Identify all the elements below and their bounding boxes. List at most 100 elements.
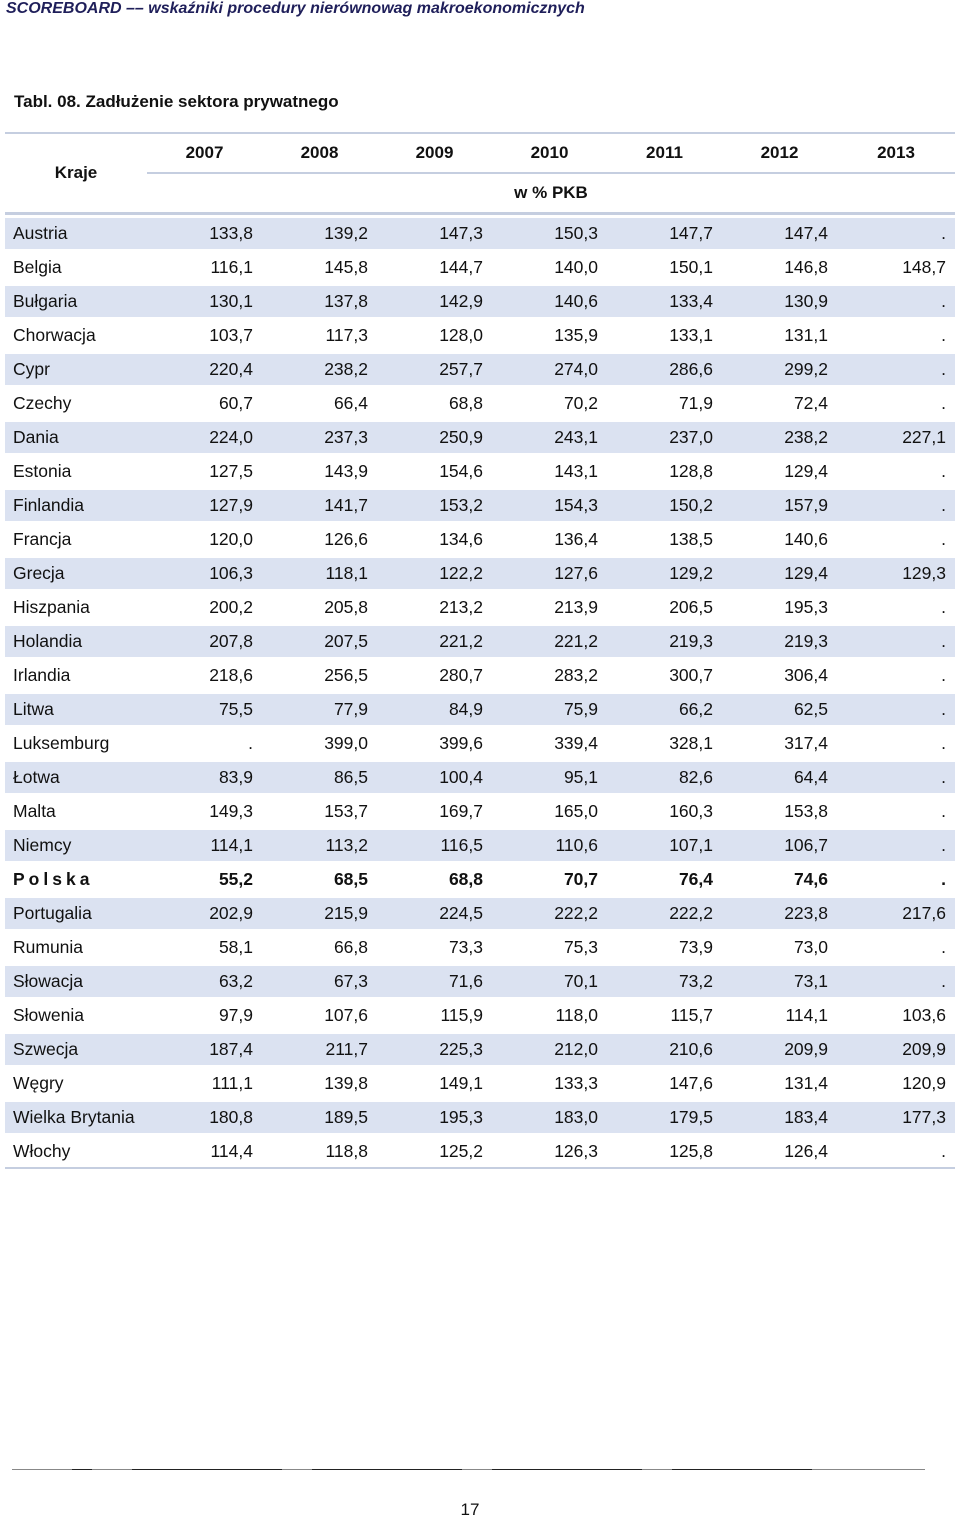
value-cell: 111,1: [147, 1065, 262, 1099]
value-cell: 70,2: [492, 385, 607, 419]
value-cell: 153,2: [377, 487, 492, 521]
value-cell: 215,9: [262, 895, 377, 929]
value-cell: .: [837, 487, 955, 521]
table-row: Czechy 60,7 66,4 68,8 70,2 71,9 72,4.: [5, 385, 955, 419]
value-cell: 195,3: [722, 589, 837, 623]
value-cell: 115,9: [377, 997, 492, 1031]
value-cell: .: [837, 929, 955, 963]
table-row: Włochy 114,4 118,8 125,2 126,3 125,8 126,4.: [5, 1133, 955, 1169]
country-cell: Malta: [5, 793, 147, 827]
value-cell: 83,9: [147, 759, 262, 793]
value-cell: .: [147, 725, 262, 759]
value-cell: 60,7: [147, 385, 262, 419]
value-cell: 139,8: [262, 1065, 377, 1099]
value-cell: 211,7: [262, 1031, 377, 1065]
value-cell: 339,4: [492, 725, 607, 759]
value-cell: 58,1: [147, 929, 262, 963]
value-cell: 200,2: [147, 589, 262, 623]
value-cell: 160,3: [607, 793, 722, 827]
value-cell: 76,4: [607, 861, 722, 895]
value-cell: 133,8: [147, 215, 262, 249]
value-cell: 157,9: [722, 487, 837, 521]
value-cell: 187,4: [147, 1031, 262, 1065]
value-cell: 219,3: [722, 623, 837, 657]
value-cell: 131,4: [722, 1065, 837, 1099]
value-cell: 113,2: [262, 827, 377, 861]
value-cell: 149,3: [147, 793, 262, 827]
value-cell: 205,8: [262, 589, 377, 623]
value-cell: 118,0: [492, 997, 607, 1031]
table-row: Irlandia 218,6 256,5 280,7 283,2 300,7 306,4.: [5, 657, 955, 691]
value-cell: 73,3: [377, 929, 492, 963]
country-cell: Luksemburg: [5, 725, 147, 759]
country-cell: Rumunia: [5, 929, 147, 963]
value-cell: 222,2: [607, 895, 722, 929]
value-cell: 147,6: [607, 1065, 722, 1099]
value-cell: 68,5: [262, 861, 377, 895]
value-cell: 218,6: [147, 657, 262, 691]
value-cell: .: [837, 521, 955, 555]
value-cell: .: [837, 657, 955, 691]
value-cell: 129,3: [837, 555, 955, 589]
country-cell: Bułgaria: [5, 283, 147, 317]
value-cell: 128,8: [607, 453, 722, 487]
value-cell: 70,1: [492, 963, 607, 997]
country-cell: Holandia: [5, 623, 147, 657]
table-row: Węgry 111,1 139,8 149,1 133,3 147,6 131,4 120,9: [5, 1065, 955, 1099]
value-cell: 153,8: [722, 793, 837, 827]
value-cell: 217,6: [837, 895, 955, 929]
value-cell: 148,7: [837, 249, 955, 283]
value-cell: .: [837, 691, 955, 725]
value-cell: 137,8: [262, 283, 377, 317]
unit-label: w % PKB: [147, 172, 955, 215]
value-cell: 238,2: [722, 419, 837, 453]
private-debt-table: Kraje 2007 2008 2009 2010 2011 2012 2013…: [5, 132, 955, 1169]
value-cell: 180,8: [147, 1099, 262, 1133]
table-row: Polska 55,2 68,5 68,8 70,7 76,4 74,6.: [5, 861, 955, 895]
value-cell: 221,2: [377, 623, 492, 657]
value-cell: 280,7: [377, 657, 492, 691]
value-cell: 117,3: [262, 317, 377, 351]
table-body: Austria 133,8 139,2 147,3 150,3 147,7 147,4. Be…: [5, 215, 955, 1169]
table-row: Słowenia 97,9 107,6 115,9 118,0 115,7 114,1 103…: [5, 997, 955, 1031]
value-cell: 140,6: [492, 283, 607, 317]
value-cell: 221,2: [492, 623, 607, 657]
year-header: 2012: [722, 132, 837, 172]
value-cell: 195,3: [377, 1099, 492, 1133]
table-row: Malta 149,3 153,7 169,7 165,0 160,3 153,8.: [5, 793, 955, 827]
value-cell: 64,4: [722, 759, 837, 793]
value-cell: 68,8: [377, 385, 492, 419]
value-cell: 84,9: [377, 691, 492, 725]
country-cell: Węgry: [5, 1065, 147, 1099]
value-cell: 71,9: [607, 385, 722, 419]
value-cell: 122,2: [377, 555, 492, 589]
country-cell: Hiszpania: [5, 589, 147, 623]
table-row: Niemcy 114,1 113,2 116,5 110,6 107,1 106,7.: [5, 827, 955, 861]
value-cell: 206,5: [607, 589, 722, 623]
value-cell: 207,8: [147, 623, 262, 657]
value-cell: 118,8: [262, 1133, 377, 1169]
value-cell: 250,9: [377, 419, 492, 453]
country-cell: Włochy: [5, 1133, 147, 1169]
value-cell: 257,7: [377, 351, 492, 385]
value-cell: 125,2: [377, 1133, 492, 1169]
table-row: Wielka Brytania 180,8 189,5 195,3 183,0 179,5…: [5, 1099, 955, 1133]
value-cell: 147,3: [377, 215, 492, 249]
value-cell: 72,4: [722, 385, 837, 419]
value-cell: .: [837, 283, 955, 317]
value-cell: 202,9: [147, 895, 262, 929]
value-cell: 143,9: [262, 453, 377, 487]
value-cell: .: [837, 861, 955, 895]
value-cell: 135,9: [492, 317, 607, 351]
value-cell: 62,5: [722, 691, 837, 725]
value-cell: 116,1: [147, 249, 262, 283]
value-cell: 222,2: [492, 895, 607, 929]
country-cell: Litwa: [5, 691, 147, 725]
value-cell: .: [837, 725, 955, 759]
value-cell: 110,6: [492, 827, 607, 861]
table-title: Tabl. 08. Zadłużenie sektora prywatnego: [14, 92, 339, 111]
value-cell: 154,6: [377, 453, 492, 487]
year-header: 2009: [377, 132, 492, 172]
value-cell: 63,2: [147, 963, 262, 997]
value-cell: 223,8: [722, 895, 837, 929]
